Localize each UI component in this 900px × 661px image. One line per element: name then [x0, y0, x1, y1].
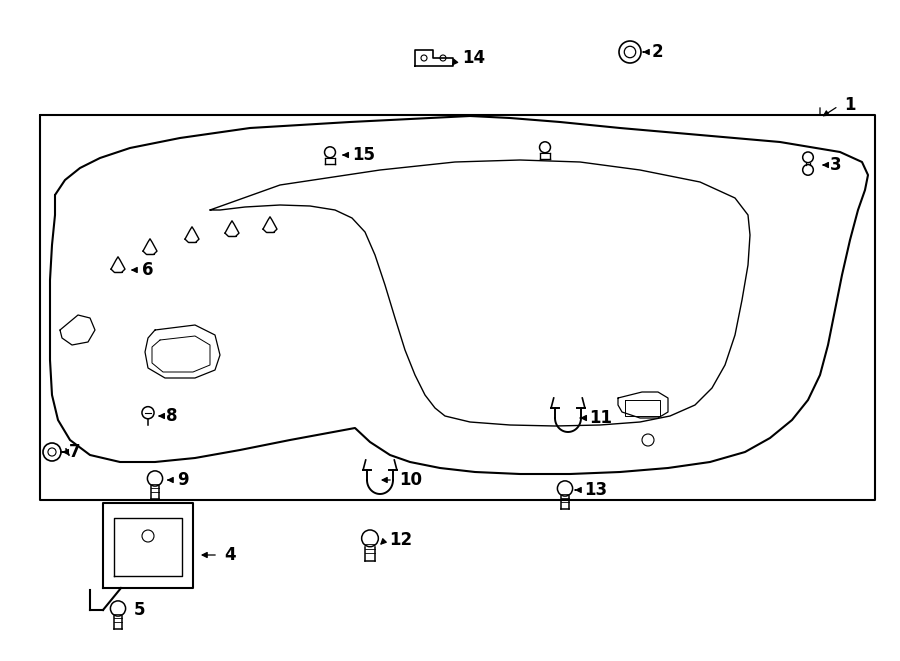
- Text: 5: 5: [134, 601, 146, 619]
- Text: 9: 9: [177, 471, 189, 489]
- Text: 1: 1: [844, 96, 856, 114]
- Text: 7: 7: [69, 443, 81, 461]
- Text: 12: 12: [389, 531, 412, 549]
- Text: 3: 3: [830, 156, 842, 174]
- Text: 6: 6: [142, 261, 154, 279]
- Text: 11: 11: [589, 409, 612, 427]
- Text: 2: 2: [652, 43, 663, 61]
- Text: 8: 8: [166, 407, 177, 425]
- Text: 15: 15: [352, 146, 375, 164]
- Text: 10: 10: [399, 471, 422, 489]
- Text: 4: 4: [224, 546, 236, 564]
- Text: 13: 13: [584, 481, 608, 499]
- Text: 14: 14: [462, 49, 485, 67]
